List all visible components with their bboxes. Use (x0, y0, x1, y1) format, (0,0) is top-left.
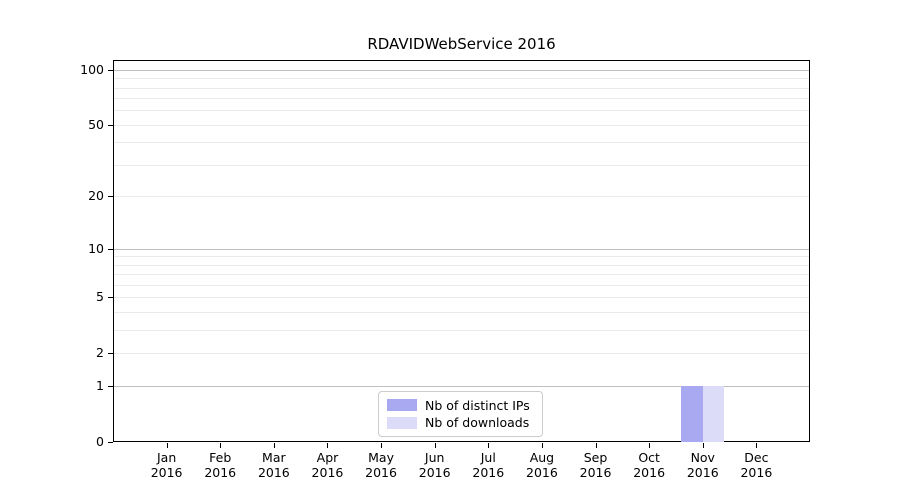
x-tick-label: Mar 2016 (257, 450, 290, 480)
x-tick-mark (381, 443, 383, 448)
y-tick-mark (108, 196, 113, 198)
minor-gridline (114, 142, 809, 144)
x-tick-mark (166, 443, 168, 448)
y-tick-mark (108, 442, 113, 443)
x-tick-mark (273, 443, 275, 448)
minor-gridline (114, 312, 809, 314)
x-tick-label: Dec 2016 (740, 450, 773, 480)
y-tick-mark (108, 297, 113, 299)
minor-gridline (114, 274, 809, 276)
x-tick-label: Nov 2016 (686, 450, 719, 480)
y-tick-mark (108, 69, 113, 71)
x-tick-mark (488, 443, 490, 448)
minor-gridline (114, 264, 809, 266)
y-tick-label: 5 (96, 289, 104, 305)
minor-gridline (114, 285, 809, 287)
x-tick-label: Jan 2016 (150, 450, 183, 480)
y-tick-label: 50 (88, 116, 104, 132)
legend-swatch-distinct-ips (387, 399, 417, 412)
y-tick-label: 10 (88, 240, 104, 256)
minor-gridline (114, 78, 809, 80)
bar-downloads (702, 386, 725, 442)
minor-gridline (114, 256, 809, 258)
x-tick-mark (327, 443, 329, 448)
minor-gridline (114, 353, 809, 355)
x-tick-label: Oct 2016 (633, 450, 666, 480)
x-tick-mark (541, 443, 543, 448)
legend-entry-distinct-ips: Nb of distinct IPs (387, 398, 534, 413)
x-tick-mark (756, 443, 758, 448)
chart-title: RDAVIDWebService 2016 (367, 35, 556, 53)
y-tick-label: 1 (96, 378, 104, 394)
major-gridline (114, 69, 809, 71)
legend-entry-downloads: Nb of downloads (387, 415, 534, 430)
plot-area (113, 60, 810, 442)
minor-gridline (114, 297, 809, 299)
y-tick-mark (108, 353, 113, 355)
x-tick-label: Apr 2016 (311, 450, 344, 480)
minor-gridline (114, 87, 809, 89)
minor-gridline (114, 165, 809, 167)
bar-distinct-ips (681, 386, 703, 442)
x-tick-mark (220, 443, 222, 448)
x-tick-label: Sep 2016 (579, 450, 612, 480)
minor-gridline (114, 196, 809, 198)
legend: Nb of distinct IPs Nb of downloads (378, 391, 543, 437)
x-tick-label: Aug 2016 (526, 450, 558, 480)
x-tick-label: May 2016 (365, 450, 397, 480)
y-tick-label: 0 (96, 434, 104, 449)
x-tick-mark (649, 443, 651, 448)
y-tick-mark (108, 386, 113, 388)
y-tick-label: 20 (88, 188, 104, 204)
x-tick-label: Jul 2016 (472, 450, 505, 480)
x-tick-mark (434, 443, 436, 448)
x-tick-label: Feb 2016 (204, 450, 237, 480)
legend-swatch-downloads (387, 416, 417, 429)
minor-gridline (114, 124, 809, 126)
legend-label-downloads: Nb of downloads (425, 415, 530, 431)
x-tick-label: Jun 2016 (418, 450, 451, 480)
x-tick-mark (595, 443, 597, 448)
major-gridline (114, 248, 809, 250)
x-tick-mark (702, 443, 704, 448)
minor-gridline (114, 110, 809, 112)
legend-label-distinct-ips: Nb of distinct IPs (425, 397, 530, 413)
y-tick-label: 100 (80, 61, 104, 77)
y-tick-mark (108, 248, 113, 250)
y-tick-label: 2 (96, 345, 104, 361)
major-gridline (114, 386, 809, 388)
y-tick-mark (108, 124, 113, 126)
minor-gridline (114, 330, 809, 332)
minor-gridline (114, 98, 809, 100)
